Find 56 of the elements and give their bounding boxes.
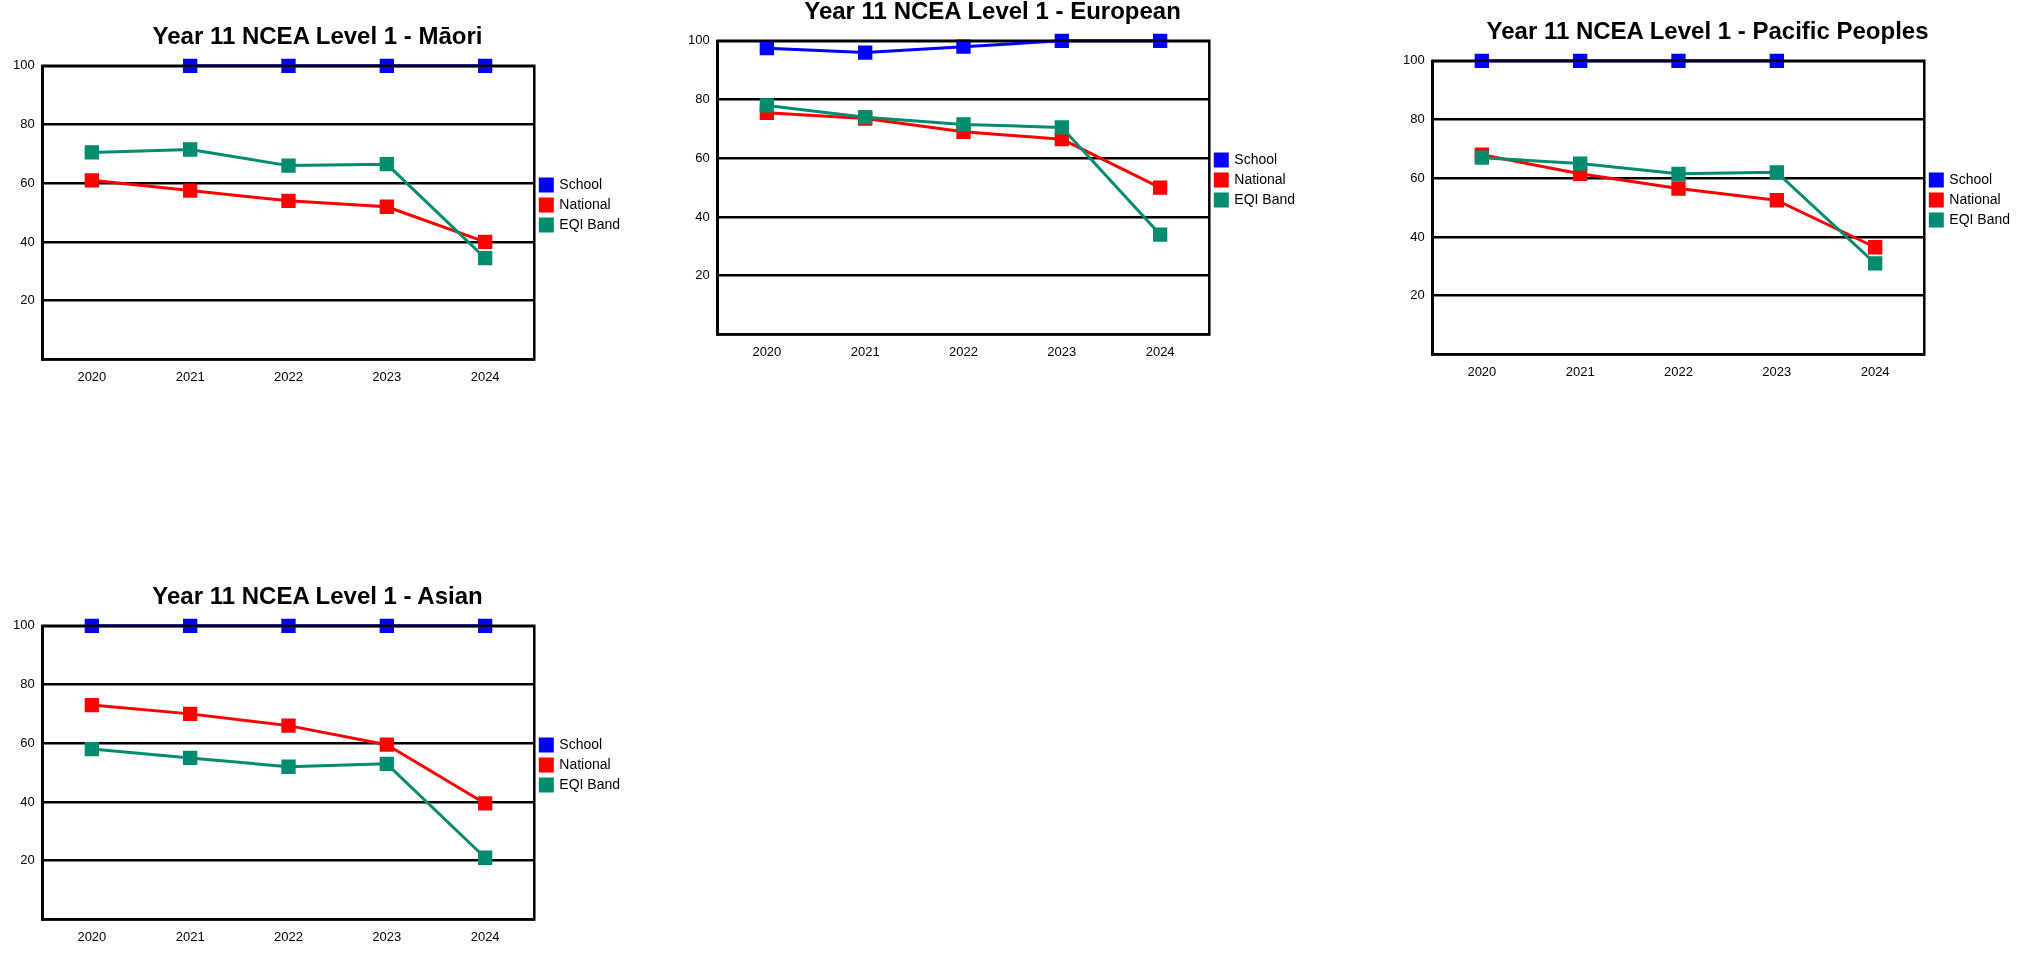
legend-label: School	[1234, 150, 1278, 167]
x-tick-label: 2024	[1860, 363, 1890, 379]
x-tick-label: 2020	[77, 928, 107, 944]
x-tick-label: 2020	[752, 343, 782, 359]
chart-title: Year 11 NCEA Level 1 - European	[804, 0, 1181, 25]
legend-label: EQI Band	[559, 215, 620, 232]
x-tick-label: 2021	[850, 343, 880, 359]
y-tick-label: 60	[695, 149, 710, 165]
x-tick-label: 2022	[949, 343, 978, 359]
legend-label: National	[559, 755, 611, 772]
y-tick-label: 80	[20, 116, 35, 132]
y-tick-label: 100	[12, 57, 35, 73]
y-tick-label: 20	[1410, 287, 1425, 303]
legend-label: School	[559, 735, 603, 752]
y-tick-label: 60	[1410, 169, 1425, 185]
x-tick-label: 2023	[372, 368, 402, 384]
y-tick-label: 80	[695, 91, 710, 107]
x-tick-label: 2023	[372, 928, 402, 944]
legend-label: National	[1234, 170, 1286, 187]
legend-label: EQI Band	[1234, 190, 1295, 207]
chart-title: Year 11 NCEA Level 1 - Māori	[152, 22, 483, 50]
y-tick-label: 80	[1410, 111, 1425, 127]
chart-title: Year 11 NCEA Level 1 - Asian	[152, 582, 483, 610]
y-tick-label: 100	[687, 32, 710, 48]
x-tick-label: 2023	[1047, 343, 1077, 359]
y-tick-label: 60	[20, 174, 35, 190]
legend-label: School	[1949, 170, 1993, 187]
y-tick-label: 100	[1402, 52, 1425, 68]
y-tick-label: 80	[20, 676, 35, 692]
y-tick-label: 40	[1410, 228, 1425, 244]
x-tick-label: 2020	[1467, 363, 1497, 379]
x-tick-label: 2020	[77, 368, 107, 384]
y-tick-label: 40	[695, 208, 710, 224]
y-tick-label: 40	[20, 793, 35, 809]
x-tick-label: 2022	[274, 368, 303, 384]
legend-label: EQI Band	[559, 775, 620, 792]
x-tick-label: 2021	[1565, 363, 1595, 379]
y-tick-label: 20	[20, 292, 35, 308]
x-tick-label: 2024	[470, 368, 500, 384]
y-tick-label: 60	[20, 734, 35, 750]
x-tick-label: 2023	[1762, 363, 1792, 379]
x-tick-label: 2021	[175, 368, 205, 384]
legend-label: School	[559, 175, 603, 192]
y-tick-label: 40	[20, 233, 35, 249]
legend-label: National	[1949, 190, 2001, 207]
x-tick-label: 2024	[470, 928, 500, 944]
legend-label: National	[559, 195, 611, 212]
y-tick-label: 20	[20, 852, 35, 868]
x-tick-label: 2024	[1145, 343, 1175, 359]
legend-label: EQI Band	[1949, 210, 2010, 227]
y-tick-label: 20	[695, 267, 710, 283]
chart-title: Year 11 NCEA Level 1 - Pacific Peoples	[1486, 17, 1929, 45]
x-tick-label: 2022	[1664, 363, 1693, 379]
y-tick-label: 100	[12, 617, 35, 633]
x-tick-label: 2021	[175, 928, 205, 944]
x-tick-label: 2022	[274, 928, 303, 944]
